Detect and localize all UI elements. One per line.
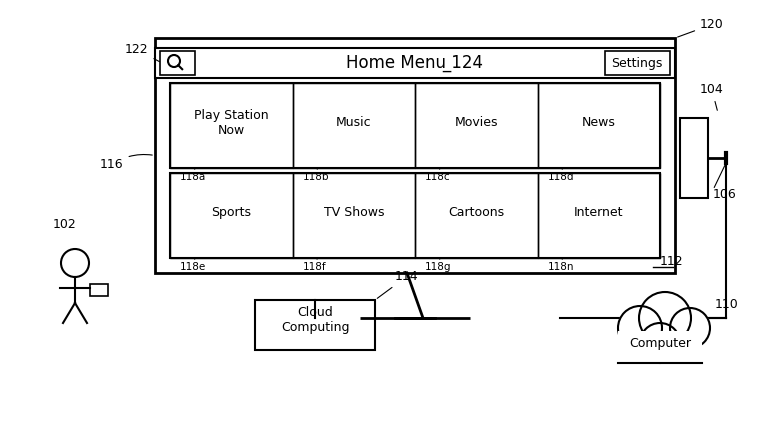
- Text: 106: 106: [713, 188, 737, 201]
- Text: Movies: Movies: [455, 116, 498, 129]
- Text: 118c: 118c: [425, 168, 451, 182]
- Text: News: News: [582, 116, 615, 129]
- Text: 112: 112: [660, 255, 683, 268]
- FancyBboxPatch shape: [155, 48, 675, 78]
- Text: 116: 116: [100, 155, 152, 171]
- Text: Cloud
Computing: Cloud Computing: [281, 306, 349, 334]
- FancyBboxPatch shape: [618, 331, 702, 363]
- Circle shape: [639, 292, 691, 344]
- Text: Internet: Internet: [574, 206, 623, 219]
- Circle shape: [618, 306, 662, 350]
- Text: Home Menu ̲124: Home Menu ̲124: [346, 54, 484, 72]
- Text: Play Station
Now: Play Station Now: [194, 109, 268, 137]
- FancyBboxPatch shape: [155, 38, 675, 273]
- Text: Sports: Sports: [211, 206, 251, 219]
- Text: 120: 120: [678, 18, 724, 37]
- Text: 118n: 118n: [548, 258, 574, 272]
- Text: 122: 122: [125, 43, 160, 62]
- Text: Settings: Settings: [612, 57, 663, 70]
- Text: 118g: 118g: [425, 258, 452, 272]
- Text: Computer: Computer: [629, 336, 691, 350]
- Text: TV Shows: TV Shows: [324, 206, 384, 219]
- Text: 118b: 118b: [303, 168, 329, 182]
- Text: 118e: 118e: [180, 258, 206, 272]
- Text: 118a: 118a: [180, 168, 206, 182]
- Text: 110: 110: [715, 298, 739, 311]
- Circle shape: [640, 323, 680, 363]
- Text: 118d: 118d: [548, 168, 574, 182]
- Text: 118f: 118f: [303, 258, 326, 272]
- Text: 104: 104: [700, 83, 724, 110]
- Text: 114: 114: [378, 270, 419, 298]
- Text: 102: 102: [53, 218, 76, 231]
- Text: Cartoons: Cartoons: [448, 206, 505, 219]
- Text: Music: Music: [336, 116, 371, 129]
- Circle shape: [670, 308, 710, 348]
